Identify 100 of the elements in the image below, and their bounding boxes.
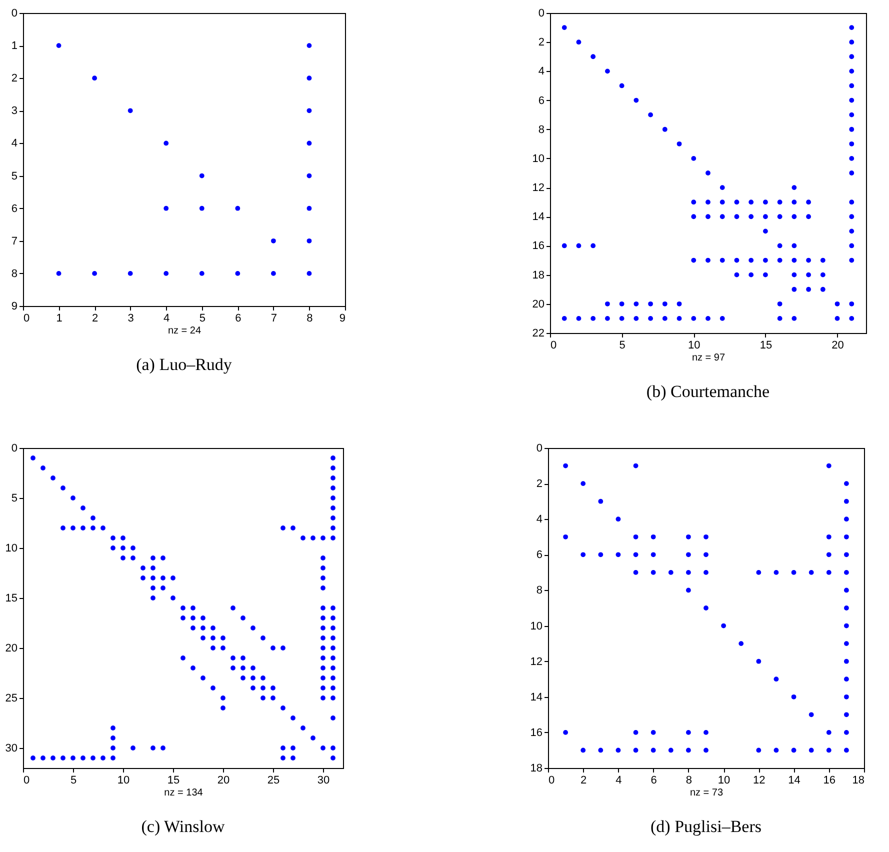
y-tick-label: 5 [11, 170, 18, 182]
x-tick-label: 25 [267, 774, 280, 786]
x-tick-label: 12 [753, 774, 766, 786]
y-tick-label: 2 [536, 478, 542, 490]
y-tick-label: 20 [532, 298, 544, 310]
point [306, 43, 312, 48]
point [199, 173, 204, 178]
x-tick-label: 3 [128, 312, 134, 324]
point [92, 76, 98, 81]
x-tick-label: 0 [550, 340, 557, 352]
point [270, 238, 276, 244]
y-tick-label: 2 [11, 72, 18, 85]
x-tick-label: 20 [832, 340, 844, 352]
point [199, 271, 204, 276]
y-tick-label: 10 [530, 620, 542, 632]
y-tick-label: 0 [11, 8, 18, 20]
x-tick-label: 5 [70, 774, 77, 786]
y-tick-label: 12 [532, 182, 544, 194]
x-tick-label: 10 [117, 774, 130, 786]
y-tick-label: 7 [11, 235, 18, 248]
y-tick-label: 12 [530, 656, 542, 668]
text: (d) Puglisi–Bers [650, 817, 762, 836]
point [164, 206, 169, 211]
x-tick-label: 4 [164, 312, 170, 324]
x-tick-label: 10 [688, 340, 700, 352]
point [128, 108, 133, 114]
x-tick-label: 0 [24, 312, 30, 324]
point [306, 140, 312, 146]
y-tick-label: 8 [538, 124, 544, 136]
point [56, 271, 62, 276]
point [306, 173, 312, 178]
y-tick-label: 6 [538, 94, 544, 107]
x-tick-label: 10 [718, 774, 730, 786]
text: (c) Winslow [141, 817, 226, 836]
y-tick-label: 22 [532, 328, 544, 340]
point [164, 140, 169, 146]
y-tick-label: 4 [536, 514, 542, 526]
y-tick-label: 4 [11, 138, 18, 150]
y-tick-label: 0 [11, 442, 18, 454]
y-tick-label: 16 [532, 240, 544, 252]
y-tick-label: 8 [11, 268, 18, 280]
x-tick-label: 14 [788, 774, 800, 786]
point [235, 206, 240, 211]
point [56, 43, 62, 48]
x-tick-label: 15 [167, 774, 180, 786]
x-tick-label: 2 [580, 774, 587, 786]
x-tick-label: 20 [217, 774, 230, 786]
point [306, 271, 312, 276]
y-tick-label: 30 [5, 742, 18, 754]
y-tick-label: 5 [11, 492, 18, 504]
point [306, 108, 312, 114]
y-tick-label: 4 [538, 66, 544, 78]
y-tick-label: 6 [11, 202, 18, 215]
x-tick-label: 5 [199, 312, 206, 324]
x-tick-label: 0 [548, 774, 555, 786]
point [270, 271, 276, 276]
point [306, 206, 312, 211]
y-tick-label: 6 [536, 549, 542, 562]
y-tick-label: 10 [532, 152, 544, 165]
y-tick-label: 0 [536, 442, 542, 454]
point [306, 76, 312, 81]
y-tick-label: 15 [5, 592, 18, 604]
point [235, 271, 240, 276]
y-tick-label: 2 [538, 36, 544, 49]
y-tick-label: 16 [530, 726, 542, 739]
x-tick-label: 6 [650, 774, 657, 786]
text: (b) Courtemanche [646, 382, 770, 401]
x-tick-label: 7 [270, 312, 278, 324]
x-axis-title: nz = 73 [690, 788, 724, 798]
y-tick-label: 9 [11, 300, 18, 312]
x-tick-label: 18 [852, 774, 864, 786]
point [92, 271, 98, 276]
y-tick-label: 14 [532, 211, 544, 224]
x-axis-title: nz = 97 [692, 352, 726, 364]
y-tick-label: 14 [530, 691, 542, 704]
x-tick-label: 1 [56, 312, 62, 324]
x-tick-label: 6 [235, 312, 242, 324]
x-axis-title: nz = 134 [164, 788, 204, 798]
x-tick-label: 8 [306, 312, 313, 324]
x-tick-label: 15 [760, 340, 772, 352]
y-tick-label: 20 [5, 642, 18, 654]
point [199, 206, 204, 211]
y-tick-label: 3 [11, 105, 18, 118]
x-tick-label: 9 [339, 312, 346, 324]
x-tick-label: 30 [317, 774, 330, 786]
x-tick-label: 8 [686, 774, 692, 786]
y-tick-label: 25 [5, 692, 18, 704]
text: (a) Luo–Rudy [136, 355, 232, 374]
y-tick-label: 8 [536, 584, 542, 597]
x-tick-label: 5 [619, 340, 626, 352]
y-tick-label: 18 [532, 269, 544, 282]
x-tick-label: 2 [92, 312, 98, 324]
y-tick-label: 10 [5, 542, 18, 554]
y-tick-label: 18 [530, 762, 542, 774]
x-tick-label: 16 [823, 774, 836, 786]
x-tick-label: 0 [24, 774, 30, 786]
y-tick-label: 1 [11, 40, 18, 52]
x-axis-title: nz = 24 [168, 326, 202, 336]
point [306, 238, 312, 244]
y-tick-label: 0 [538, 8, 544, 20]
